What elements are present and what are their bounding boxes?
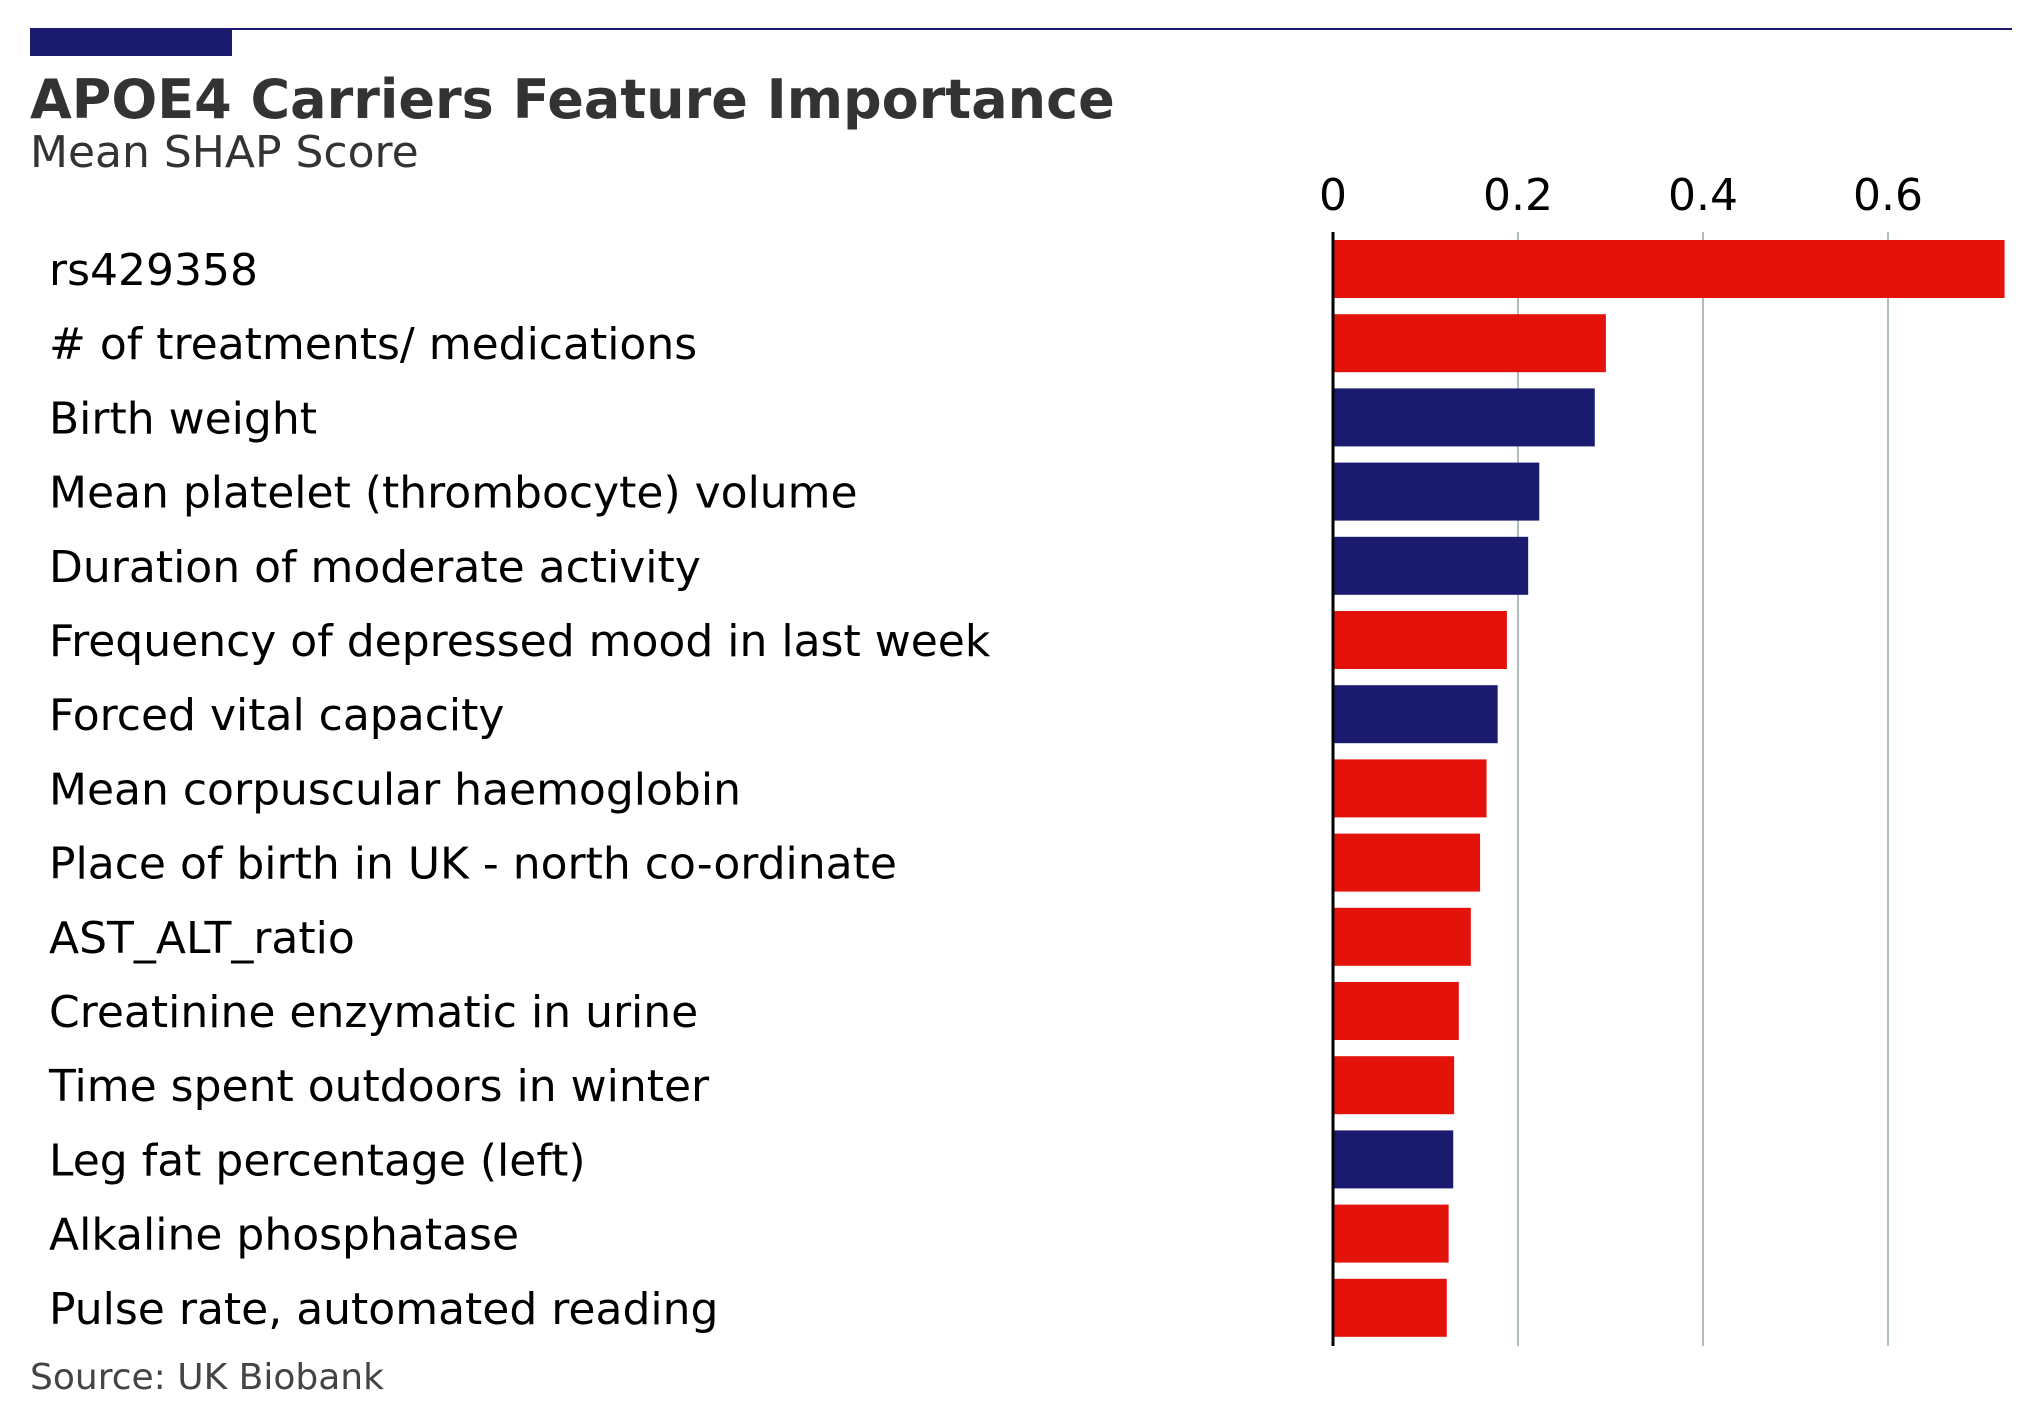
- chart-title: APOE4 Carriers Feature Importance: [30, 68, 1115, 131]
- category-label: Frequency of depressed mood in last week: [49, 616, 991, 667]
- category-label: Leg fat percentage (left): [49, 1135, 586, 1186]
- bar: [1333, 462, 1540, 521]
- bar: [1333, 611, 1507, 669]
- x-tick-label: 0.6: [1853, 170, 1923, 221]
- header-accent-block: [30, 28, 232, 56]
- category-label: Alkaline phosphatase: [49, 1210, 519, 1261]
- category-label: Birth weight: [49, 393, 317, 444]
- category-label: Creatinine enzymatic in urine: [49, 987, 698, 1038]
- bar: [1333, 388, 1595, 447]
- bar: [1333, 314, 1606, 373]
- category-label: # of treatments/ medications: [49, 319, 697, 370]
- bar: [1333, 1204, 1449, 1263]
- category-label: rs429358: [49, 245, 258, 296]
- bar: [1333, 833, 1481, 892]
- header-rule: [30, 28, 2012, 30]
- bar: [1333, 1278, 1447, 1337]
- bar: [1333, 982, 1459, 1040]
- x-tick-label: 0.4: [1668, 170, 1738, 221]
- category-label: AST_ALT_ratio: [49, 913, 355, 964]
- x-tick-label: 0: [1319, 170, 1347, 221]
- x-axis-ticks: 0 0.2 0.4 0.6: [1319, 170, 1923, 221]
- bar: [1333, 536, 1529, 595]
- bar: [1333, 1130, 1454, 1189]
- bar: [1333, 1056, 1455, 1115]
- category-label: Time spent outdoors in winter: [48, 1061, 710, 1112]
- bar: [1333, 685, 1498, 744]
- category-label: Pulse rate, automated reading: [49, 1284, 718, 1335]
- category-label: Mean platelet (thrombocyte) volume: [49, 468, 858, 519]
- category-label: Duration of moderate activity: [49, 542, 701, 593]
- source-note: Source: UK Biobank: [30, 1357, 384, 1398]
- category-label: Mean corpuscular haemoglobin: [49, 764, 741, 815]
- bars: [1333, 240, 2005, 1337]
- bar: [1333, 759, 1487, 818]
- bar: [1333, 240, 2005, 298]
- x-tick-label: 0.2: [1483, 170, 1553, 221]
- bar: [1333, 907, 1471, 966]
- chart-subtitle: Mean SHAP Score: [30, 127, 419, 178]
- category-label: Forced vital capacity: [49, 690, 504, 741]
- category-labels: rs429358 # of treatments/ medications Birt…: [48, 245, 991, 1335]
- category-label: Place of birth in UK - north co-ordinate: [49, 839, 897, 890]
